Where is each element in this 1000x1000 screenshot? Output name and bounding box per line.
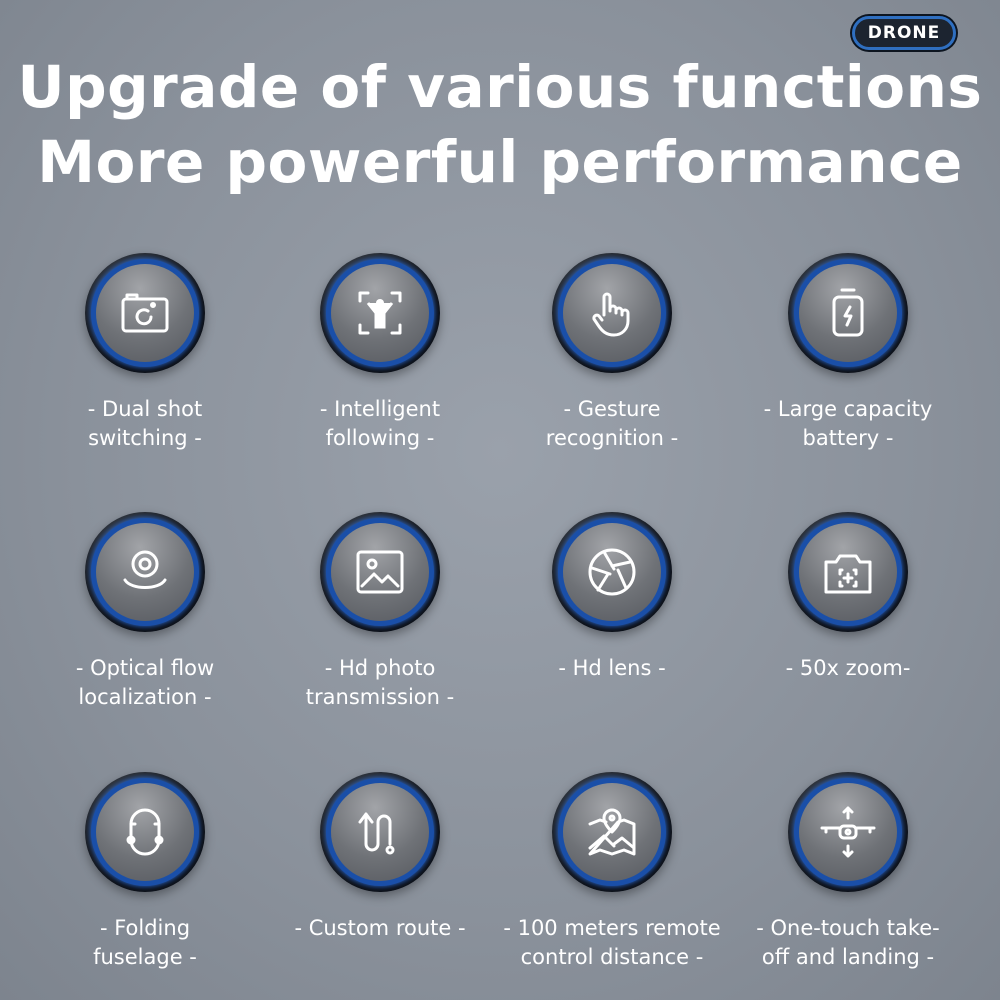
feature-item: - Dual shot switching - bbox=[25, 253, 265, 453]
feature-label-line-1: - Custom route - bbox=[294, 916, 466, 940]
route-icon bbox=[331, 783, 429, 881]
feature-label-line-2: control distance - bbox=[520, 945, 704, 969]
feature-item: - 100 meters remote control distance - bbox=[492, 772, 732, 972]
feature-icon-button bbox=[552, 512, 672, 632]
battery-icon bbox=[799, 264, 897, 362]
feature-item: - 50x zoom- bbox=[728, 512, 968, 683]
map-pin-icon bbox=[563, 783, 661, 881]
feature-icon-button bbox=[320, 772, 440, 892]
feature-label-line-2: localization - bbox=[78, 685, 212, 709]
feature-label: - Large capacity battery - bbox=[728, 395, 968, 453]
feature-label-line-1: - Large capacity bbox=[763, 397, 933, 421]
feature-label-line-1: - Folding bbox=[99, 916, 191, 940]
feature-item: - Hd lens - bbox=[492, 512, 732, 683]
feature-label-line-1: - One-touch take- bbox=[756, 916, 940, 940]
feature-label-line-2: transmission - bbox=[305, 685, 455, 709]
feature-label-line-2: following - bbox=[325, 426, 435, 450]
feature-icon-button bbox=[788, 772, 908, 892]
feature-label-line-1: - 100 meters remote bbox=[503, 916, 721, 940]
feature-icon-button bbox=[552, 253, 672, 373]
feature-label: - Gesture recognition - bbox=[492, 395, 732, 453]
feature-item: - Large capacity battery - bbox=[728, 253, 968, 453]
feature-item: - Hd photo transmission - bbox=[260, 512, 500, 712]
feature-label-line-2: fuselage - bbox=[93, 945, 197, 969]
feature-label-line-1: - Hd photo bbox=[324, 656, 436, 680]
feature-icon-button bbox=[85, 512, 205, 632]
feature-label-line-2: recognition - bbox=[545, 426, 679, 450]
feature-label: - Optical flow localization - bbox=[25, 654, 265, 712]
feature-item: - One-touch take-off and landing - bbox=[728, 772, 968, 972]
feature-label-line-1: - Optical flow bbox=[75, 656, 215, 680]
feature-icon-button bbox=[788, 253, 908, 373]
aperture-icon bbox=[563, 523, 661, 621]
feature-label: - Dual shot switching - bbox=[25, 395, 265, 453]
feature-item: - Optical flow localization - bbox=[25, 512, 265, 712]
feature-label: - Hd photo transmission - bbox=[260, 654, 500, 712]
headline-line-2: More powerful performance bbox=[37, 128, 963, 196]
optical-flow-icon bbox=[96, 523, 194, 621]
feature-label: - Intelligent following - bbox=[260, 395, 500, 453]
feature-label: - Hd lens - bbox=[492, 654, 732, 683]
feature-label: - Folding fuselage - bbox=[25, 914, 265, 972]
feature-item: - Custom route - bbox=[260, 772, 500, 943]
feature-label: - Custom route - bbox=[260, 914, 500, 943]
feature-icon-button bbox=[320, 253, 440, 373]
feature-icon-button bbox=[552, 772, 672, 892]
feature-label-line-1: - Dual shot bbox=[87, 397, 203, 421]
person-tracking-icon bbox=[331, 264, 429, 362]
feature-item: - Folding fuselage - bbox=[25, 772, 265, 972]
camera-switch-icon bbox=[96, 264, 194, 362]
feature-label: - 100 meters remote control distance - bbox=[492, 914, 732, 972]
feature-item: - Intelligent following - bbox=[260, 253, 500, 453]
feature-icon-button bbox=[320, 512, 440, 632]
hand-gesture-icon bbox=[563, 264, 661, 362]
feature-icon-button bbox=[85, 253, 205, 373]
feature-label-line-2: switching - bbox=[88, 426, 202, 450]
feature-label-line-1: - Hd lens - bbox=[558, 656, 666, 680]
feature-label: - 50x zoom- bbox=[728, 654, 968, 683]
image-icon bbox=[331, 523, 429, 621]
drone-logo-badge: DRONE bbox=[852, 16, 956, 50]
feature-icon-button bbox=[85, 772, 205, 892]
camera-zoom-icon bbox=[799, 523, 897, 621]
feature-item: - Gesture recognition - bbox=[492, 253, 732, 453]
feature-label: - One-touch take-off and landing - bbox=[728, 914, 968, 972]
feature-label-line-1: - Gesture bbox=[563, 397, 661, 421]
drone-takeoff-icon bbox=[799, 783, 897, 881]
feature-label-line-1: - Intelligent bbox=[319, 397, 441, 421]
feature-label-line-2: off and landing - bbox=[761, 945, 935, 969]
feature-label-line-2: battery - bbox=[802, 426, 894, 450]
feature-icon-button bbox=[788, 512, 908, 632]
folding-drone-icon bbox=[96, 783, 194, 881]
headline-line-1: Upgrade of various functions bbox=[17, 53, 983, 121]
feature-label-line-1: - 50x zoom- bbox=[785, 656, 911, 680]
